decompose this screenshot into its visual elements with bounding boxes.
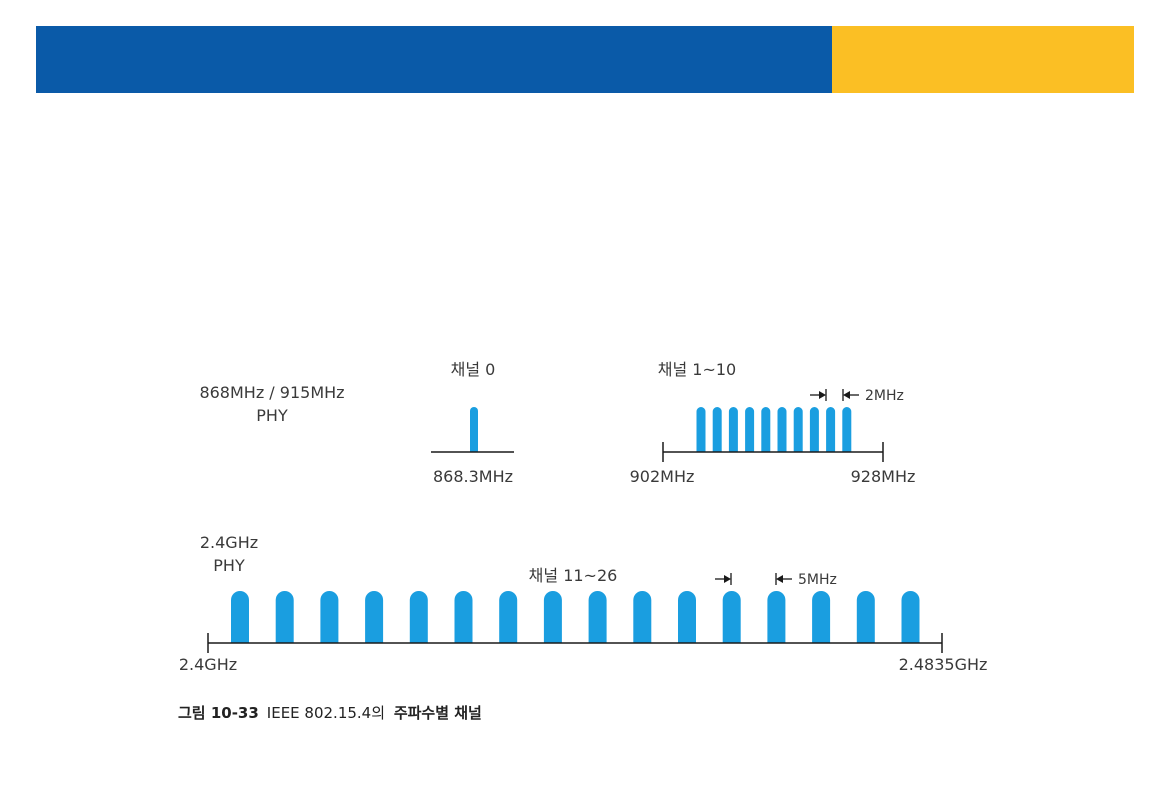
channels-11-26-title: 채널 11~26 bbox=[529, 566, 618, 585]
spacing-5mhz-label: 5MHz bbox=[798, 572, 837, 588]
channels-11-26-start-label: 2.4GHz bbox=[179, 655, 237, 674]
channel-1-10-bar-5 bbox=[761, 407, 771, 452]
channel-1-10-bar-4 bbox=[745, 407, 755, 452]
channel-1-10-bar-3 bbox=[728, 407, 738, 452]
channels-11-26-end-label: 2.4835GHz bbox=[899, 655, 988, 674]
channel0-bars bbox=[470, 407, 478, 452]
header-banner bbox=[0, 0, 1170, 100]
arrowhead-left-icon bbox=[843, 391, 850, 399]
channel-11-26-bar-1 bbox=[231, 591, 249, 643]
channel-11-26-bar-4 bbox=[365, 591, 384, 643]
channel-11-26-bar-13 bbox=[767, 591, 786, 643]
low-phy-label-line1: 868MHz / 915MHz bbox=[199, 383, 344, 402]
channel-11-26-bar-5 bbox=[409, 591, 428, 643]
arrowhead-left-icon bbox=[776, 575, 783, 583]
channel0-freq-label: 868.3MHz bbox=[433, 467, 513, 486]
banner-amber-block bbox=[832, 26, 1134, 93]
caption-figure-number: 그림 10-33 bbox=[178, 704, 259, 722]
caption-text-plain: IEEE 802.15.4의 bbox=[266, 704, 386, 722]
channels-1-10-title: 채널 1~10 bbox=[658, 360, 736, 379]
channel-11-26-bar-16 bbox=[901, 591, 920, 643]
channel-11-26-bar-9 bbox=[588, 591, 607, 643]
channel-11-26-bar-8 bbox=[543, 591, 562, 643]
channel-1-10-bar-6 bbox=[777, 407, 787, 452]
channel-1-10-bar-8 bbox=[809, 407, 819, 452]
low-phy-label-line2: PHY bbox=[256, 406, 288, 425]
spacing-indicator-5mhz: 5MHz bbox=[715, 572, 837, 588]
channel-11-26-bar-10 bbox=[633, 591, 652, 643]
channels-1-10-bars bbox=[696, 407, 852, 452]
channel-1-10-bar-7 bbox=[793, 407, 803, 452]
channel-11-26-bar-3 bbox=[320, 591, 339, 643]
channel-1-10-bar-1 bbox=[696, 407, 706, 452]
high-phy-label-line2: PHY bbox=[213, 556, 245, 575]
channel-11-26-bar-6 bbox=[454, 591, 473, 643]
channel-11-26-bar-12 bbox=[722, 591, 741, 643]
high-phy-label-line1: 2.4GHz bbox=[200, 533, 258, 552]
channel0-bar-1 bbox=[470, 407, 478, 452]
channel0-title: 채널 0 bbox=[451, 360, 496, 379]
channel-1-10-bar-9 bbox=[826, 407, 836, 452]
spacing-indicator-2mhz: 2MHz bbox=[810, 388, 904, 404]
spacing-2mhz-label: 2MHz bbox=[865, 388, 904, 404]
figure-caption: 그림 10-33 IEEE 802.15.4의 주파수별 채널 bbox=[178, 702, 482, 723]
channel-11-26-bar-7 bbox=[499, 591, 518, 643]
channel-11-26-bar-11 bbox=[678, 591, 696, 643]
caption-text-bold: 주파수별 채널 bbox=[393, 704, 482, 722]
channels-11-26-bars bbox=[231, 591, 920, 643]
arrowhead-right-icon bbox=[724, 575, 731, 583]
channel-11-26-bar-14 bbox=[812, 591, 831, 643]
channels-1-10-end-label: 928MHz bbox=[851, 467, 916, 486]
channel-11-26-bar-15 bbox=[856, 591, 875, 643]
arrowhead-right-icon bbox=[819, 391, 826, 399]
channel-1-10-bar-10 bbox=[842, 407, 852, 452]
channel-1-10-bar-2 bbox=[712, 407, 722, 452]
banner-blue-block bbox=[36, 26, 832, 93]
channels-1-10-start-label: 902MHz bbox=[630, 467, 695, 486]
channel-11-26-bar-2 bbox=[275, 591, 294, 643]
